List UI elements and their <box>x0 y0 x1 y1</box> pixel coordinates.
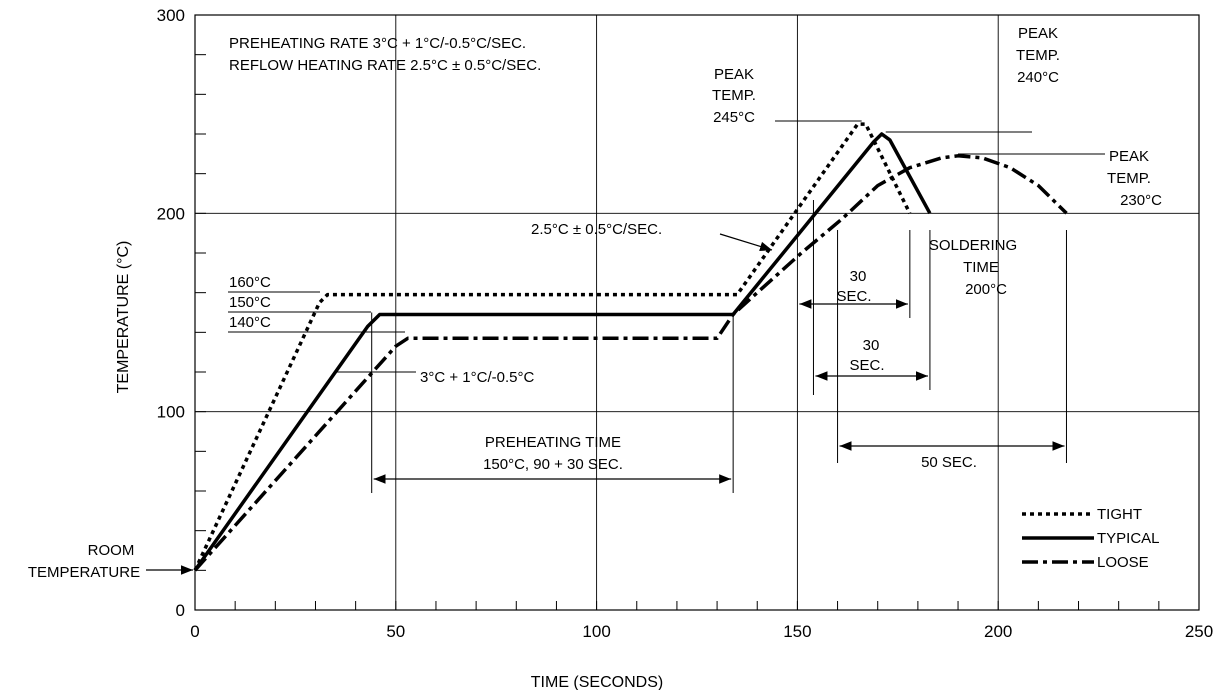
duration-30b-label-2: SEC. <box>849 357 884 374</box>
y-tick-label: 100 <box>157 403 185 422</box>
preheating-time-label-1: PREHEATING TIME <box>485 434 621 451</box>
peak-typical-label-1: PEAK <box>1018 25 1058 42</box>
soldering-time-label-3: 200°C <box>965 281 1007 298</box>
series-line-tight <box>193 122 912 572</box>
duration-50-label: 50 SEC. <box>921 454 977 471</box>
legend: TIGHT TYPICAL LOOSE <box>1022 506 1160 571</box>
x-tick-label: 200 <box>984 622 1012 641</box>
legend-label-tight: TIGHT <box>1097 506 1142 523</box>
y-tick-label: 0 <box>176 601 185 620</box>
reflow-rate-label: 2.5°C ± 0.5°C/SEC. <box>531 221 662 238</box>
peak-tight-label-2: TEMP. <box>712 87 756 104</box>
plot-frame <box>194 14 1200 611</box>
axis-ticks <box>195 54 1160 610</box>
duration-30a-label-1: 30 <box>850 268 867 285</box>
peak-loose-label-1: PEAK <box>1109 148 1149 165</box>
series-lines <box>193 122 1068 572</box>
y-tick-labels: 0 100 200 300 <box>157 6 185 620</box>
soldering-time-label-2: TIME <box>963 259 999 276</box>
x-axis-title: TIME (SECONDS) <box>531 674 663 690</box>
preheat-rate-label: 3°C + 1°C/-0.5°C <box>420 369 534 386</box>
y-tick-label: 300 <box>157 6 185 25</box>
duration-30b-label-1: 30 <box>863 337 880 354</box>
series-line-typical <box>193 132 932 572</box>
reflow-rate-arrow <box>719 233 773 252</box>
x-tick-label: 50 <box>386 622 405 641</box>
y-tick-label: 200 <box>157 204 185 223</box>
series-line-loose <box>193 154 1068 572</box>
x-tick-label: 0 <box>190 622 199 641</box>
legend-label-typical: TYPICAL <box>1097 530 1160 547</box>
preheating-rate-note: PREHEATING RATE 3°C + 1°C/-0.5°C/SEC. <box>229 35 526 52</box>
x-tick-label: 250 <box>1185 622 1213 641</box>
soak-140-label: 140°C <box>229 314 271 331</box>
grid-lines <box>195 15 1199 610</box>
peak-tight-label-3: 245°C <box>713 109 755 126</box>
peak-loose-label-2: TEMP. <box>1107 170 1151 187</box>
peak-loose-label-3: 230°C <box>1120 192 1162 209</box>
reflow-heating-rate-note: REFLOW HEATING RATE 2.5°C ± 0.5°C/SEC. <box>229 57 541 74</box>
peak-typical-label-2: TEMP. <box>1016 47 1060 64</box>
y-axis-title: TEMPERATURE (°C) <box>115 241 132 394</box>
legend-label-loose: LOOSE <box>1097 554 1149 571</box>
room-temperature-label-1: ROOM <box>88 542 135 559</box>
x-tick-labels: 0 50 100 150 200 250 <box>190 622 1213 641</box>
x-tick-label: 150 <box>783 622 811 641</box>
room-temperature-label-2: TEMPERATURE <box>28 564 140 581</box>
x-tick-label: 100 <box>582 622 610 641</box>
peak-tight-label-1: PEAK <box>714 66 754 83</box>
peak-typical-label-3: 240°C <box>1017 69 1059 86</box>
annotation-guides <box>146 120 1105 575</box>
soak-160-label: 160°C <box>229 274 271 291</box>
duration-30a-label-2: SEC. <box>836 288 871 305</box>
soldering-time-label-1: SOLDERING <box>929 237 1017 254</box>
preheating-time-label-2: 150°C, 90 + 30 SEC. <box>483 456 623 473</box>
soak-150-label: 150°C <box>229 294 271 311</box>
